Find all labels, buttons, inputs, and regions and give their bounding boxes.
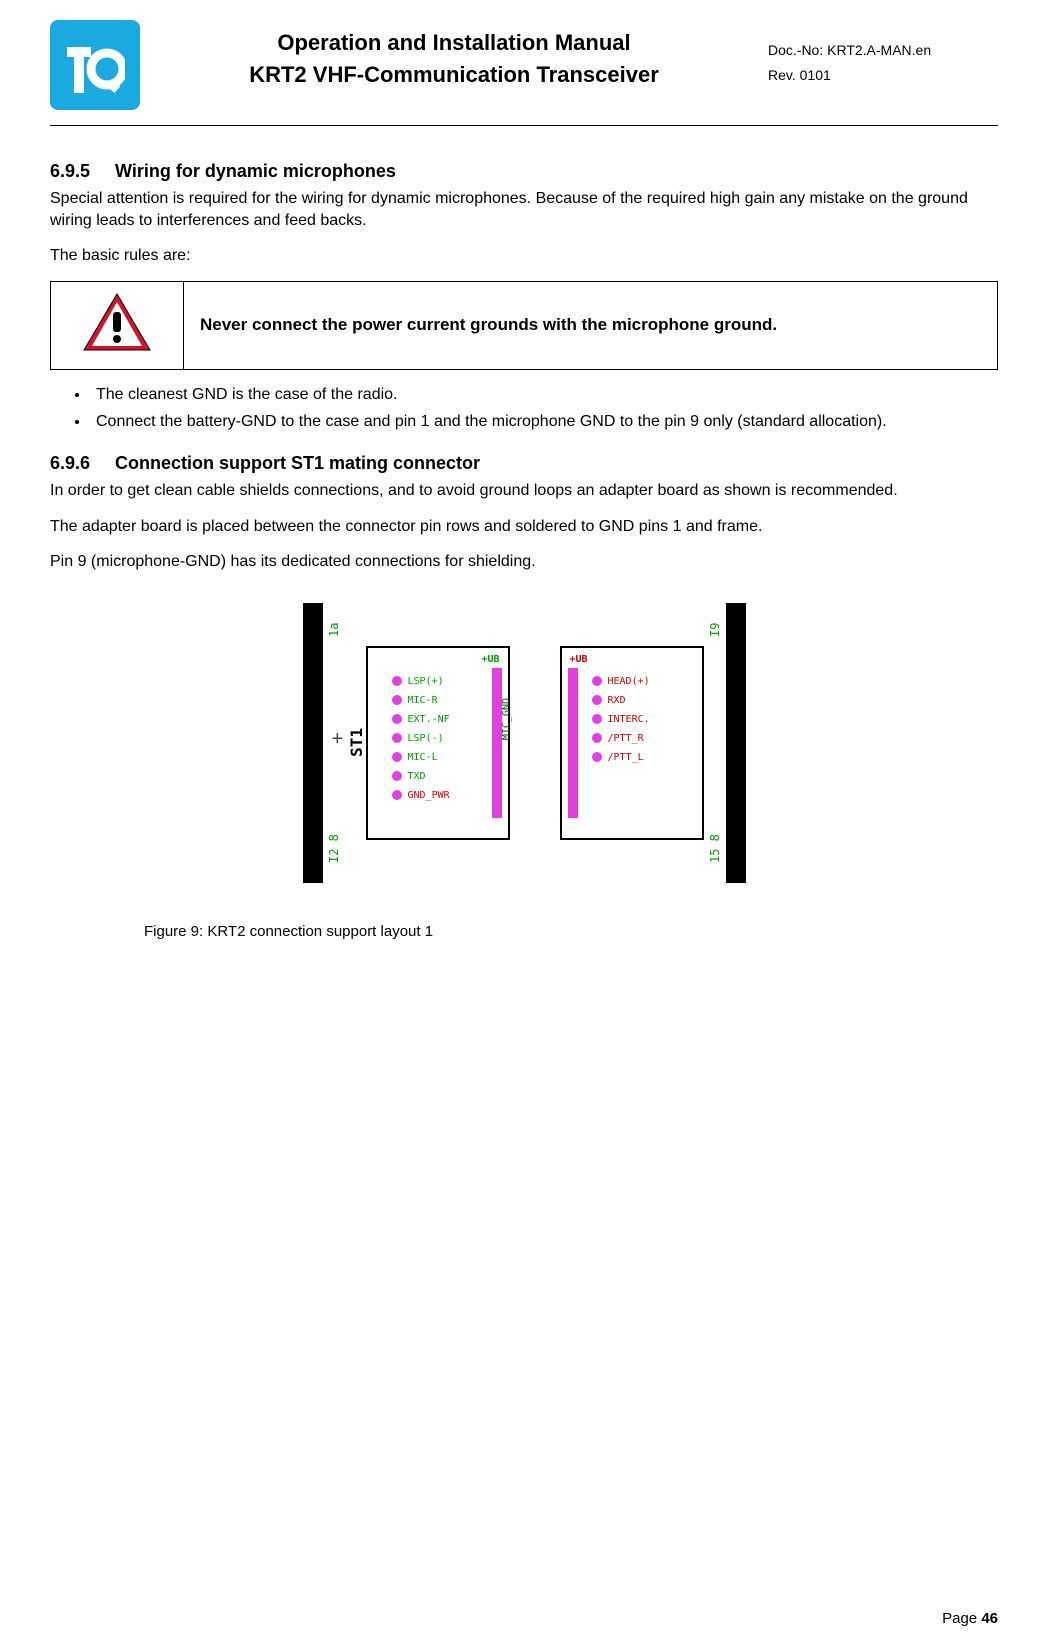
warning-icon-cell — [51, 281, 184, 369]
left-pin-labels: LSP(+) MIC-R EXT.-NF LSP(-) MIC-L TXD GN… — [390, 672, 490, 805]
alignment-cross-icon: + — [332, 728, 344, 751]
figure-9: I2 8 1a ST1 + +UB LSP(+) MIC-R EXT.-NF L… — [144, 603, 904, 940]
left-connector-assembly: I2 8 1a ST1 + +UB LSP(+) MIC-R EXT.-NF L… — [303, 603, 510, 883]
section-title: Connection support ST1 mating connector — [115, 453, 480, 473]
right-side-markings: 15 8 I9 — [704, 623, 726, 863]
doc-meta: Doc.-No: KRT2.A-MAN.en Rev. 0101 — [768, 20, 998, 88]
rules-list: The cleanest GND is the case of the radi… — [90, 384, 998, 433]
connector-frame-right — [726, 603, 746, 883]
section-696-para2: The adapter board is placed between the … — [50, 516, 998, 538]
pin-column — [568, 668, 578, 818]
st1-label: ST1 — [345, 728, 366, 757]
section-696-para1: In order to get clean cable shields conn… — [50, 480, 998, 502]
tq-logo — [50, 20, 140, 110]
right-adapter-board: +UB HEAD(+) RXD INTERC. /PTT_R /PTT_L — [560, 646, 704, 840]
left-adapter-board: + +UB LSP(+) MIC-R EXT.-NF LSP(-) MIC-L … — [366, 646, 510, 840]
warning-text: Never connect the power current grounds … — [184, 281, 998, 369]
mic-gnd-vert-label: MIC_GND — [501, 698, 512, 740]
warning-triangle-icon — [82, 292, 152, 354]
list-item: The cleanest GND is the case of the radi… — [90, 384, 998, 406]
doc-number: Doc.-No: KRT2.A-MAN.en — [768, 38, 998, 63]
rules-intro: The basic rules are: — [50, 245, 998, 267]
section-title: Wiring for dynamic microphones — [115, 161, 396, 181]
ub-label-left: +UB — [481, 654, 499, 665]
warning-box: Never connect the power current grounds … — [50, 281, 998, 370]
pin-column — [492, 668, 502, 818]
section-number: 6.9.5 — [50, 161, 110, 182]
list-item: Connect the battery-GND to the case and … — [90, 411, 998, 433]
section-696-heading: 6.9.6 Connection support ST1 mating conn… — [50, 453, 998, 474]
ub-label-right: +UB — [570, 654, 588, 665]
section-number: 6.9.6 — [50, 453, 110, 474]
page-header: Operation and Installation Manual KRT2 V… — [50, 20, 998, 126]
section-696-para3: Pin 9 (microphone-GND) has its dedicated… — [50, 551, 998, 573]
connector-frame-left — [303, 603, 323, 883]
right-connector-assembly: +UB HEAD(+) RXD INTERC. /PTT_R /PTT_L 15… — [560, 603, 746, 883]
right-pin-labels: HEAD(+) RXD INTERC. /PTT_R /PTT_L — [590, 672, 690, 767]
header-title-block: Operation and Installation Manual KRT2 V… — [140, 20, 768, 88]
figure-caption: Figure 9: KRT2 connection support layout… — [144, 923, 904, 940]
page-number: Page 46 — [942, 1610, 998, 1627]
device-title: KRT2 VHF-Communication Transceiver — [140, 62, 768, 88]
manual-title: Operation and Installation Manual — [140, 30, 768, 56]
section-695-para1: Special attention is required for the wi… — [50, 188, 998, 231]
section-695-heading: 6.9.5 Wiring for dynamic microphones — [50, 161, 998, 182]
doc-revision: Rev. 0101 — [768, 63, 998, 88]
